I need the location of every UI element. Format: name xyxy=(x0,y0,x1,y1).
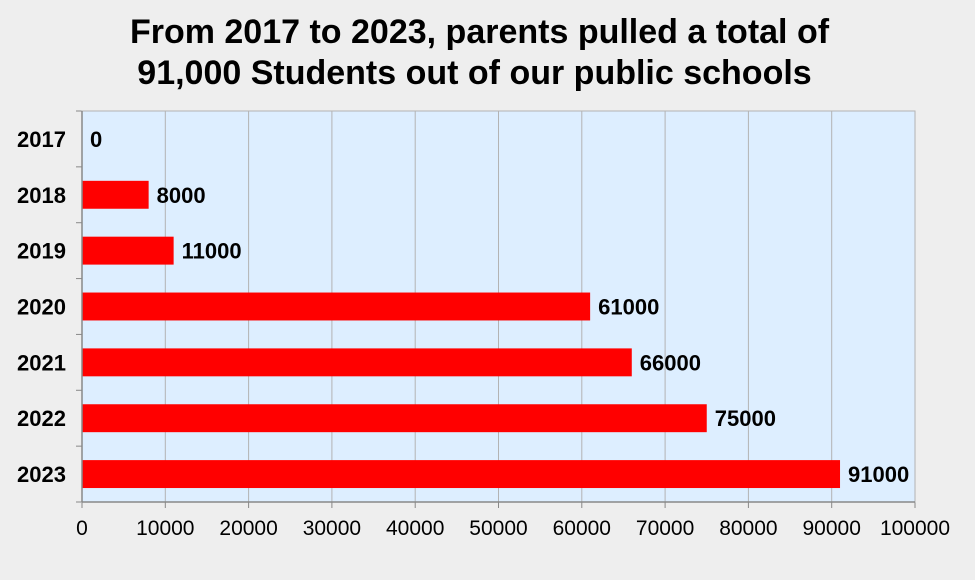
bar-2020 xyxy=(82,292,591,321)
value-label-2017: 0 xyxy=(90,127,102,152)
axes: 0 10000 20000 30000 40000 50000 60000 70000 8000… xyxy=(17,110,950,540)
value-label-2018: 8000 xyxy=(157,183,206,208)
chart-title-line-1: From 2017 to 2023, parents pulled a tota… xyxy=(129,13,830,51)
bars xyxy=(82,180,841,489)
category-label-2022: 2022 xyxy=(17,406,66,431)
x-tick-label: 0 xyxy=(76,517,88,540)
x-tick-label: 40000 xyxy=(386,517,444,540)
x-tick-label: 50000 xyxy=(469,517,527,540)
category-label-2021: 2021 xyxy=(17,350,66,375)
value-label-2023: 91000 xyxy=(848,462,909,487)
value-label-2020: 61000 xyxy=(598,295,659,320)
bar-2019 xyxy=(82,236,174,265)
x-tick-label: 90000 xyxy=(802,517,860,540)
value-label-2019: 11000 xyxy=(182,239,242,264)
bar-2023 xyxy=(82,460,841,489)
value-label-2021: 66000 xyxy=(640,350,701,375)
category-label-2020: 2020 xyxy=(17,295,66,320)
x-tick-label: 70000 xyxy=(636,517,694,540)
bar-2022 xyxy=(82,404,707,433)
category-label-2023: 2023 xyxy=(17,462,66,487)
value-label-2022: 75000 xyxy=(715,406,776,431)
x-tick-label: 100000 xyxy=(880,517,950,540)
category-label-2017: 2017 xyxy=(17,127,66,152)
x-tick-label: 80000 xyxy=(719,517,777,540)
chart-title-line-2: 91,000 Students out of our public school… xyxy=(137,54,812,92)
category-label-2019: 2019 xyxy=(17,239,66,264)
category-label-2018: 2018 xyxy=(17,183,66,208)
value-labels: 0 8000 11000 61000 66000 75000 91000 xyxy=(90,127,909,487)
x-tick-label: 20000 xyxy=(219,517,277,540)
x-tick-label: 10000 xyxy=(136,517,194,540)
bar-2018 xyxy=(82,180,149,209)
x-tick-label: 30000 xyxy=(303,517,361,540)
bar-2021 xyxy=(82,348,632,377)
x-tick-label: 60000 xyxy=(553,517,611,540)
